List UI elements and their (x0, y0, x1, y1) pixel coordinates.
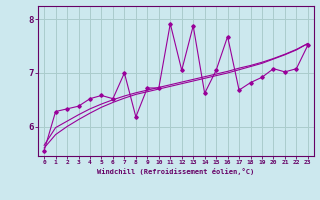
X-axis label: Windchill (Refroidissement éolien,°C): Windchill (Refroidissement éolien,°C) (97, 168, 255, 175)
